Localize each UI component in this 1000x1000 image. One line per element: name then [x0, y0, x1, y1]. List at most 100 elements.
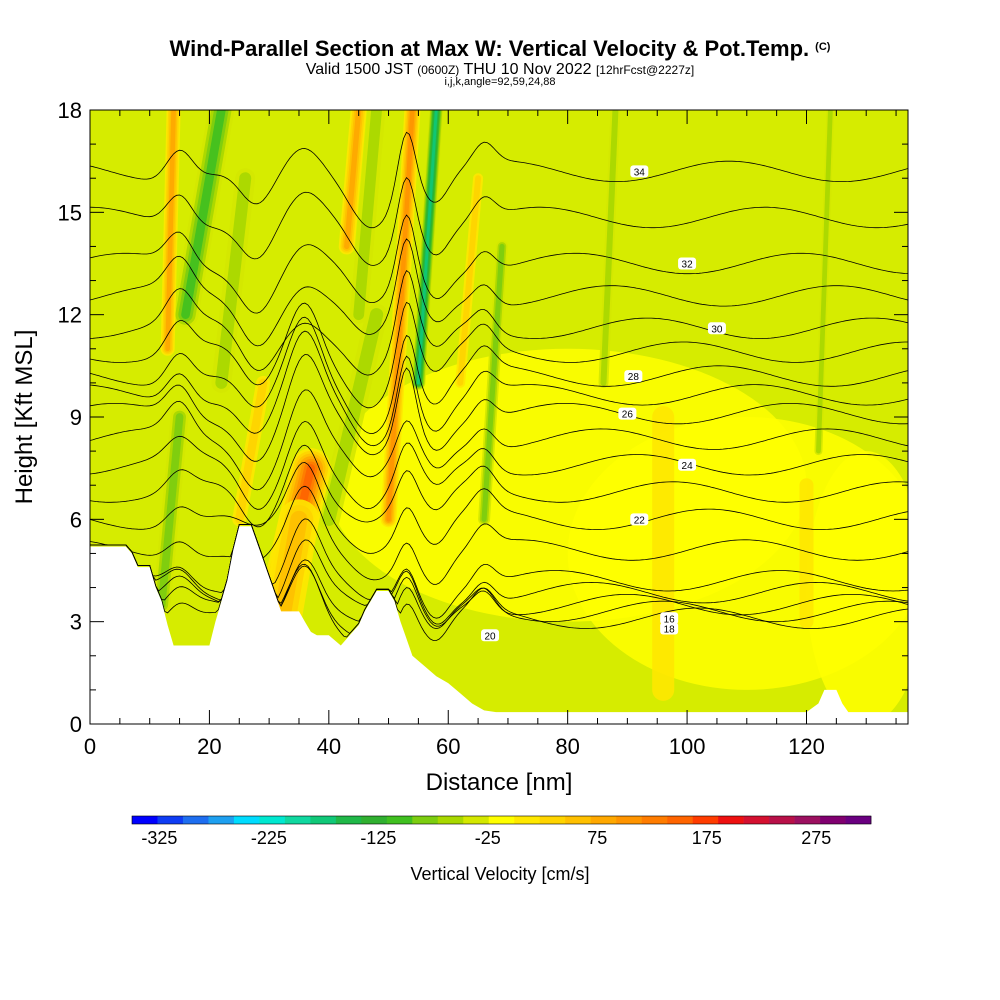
contour-label-text: 30: [711, 324, 723, 335]
y-tick-label: 9: [70, 405, 82, 430]
colorbar-swatch: [667, 816, 693, 824]
chart-title: Wind-Parallel Section at Max W: Vertical…: [169, 36, 831, 61]
x-tick-label: 0: [84, 734, 96, 759]
theta-contour-21: [90, 485, 908, 585]
theta-contour-26: [90, 354, 908, 462]
y-tick-label: 3: [70, 610, 82, 635]
contour-label-18: 18: [660, 622, 679, 635]
y-tick-label: 12: [58, 303, 82, 328]
colorbar-tick-label: -125: [360, 828, 396, 848]
theta-contour-25: [90, 389, 908, 491]
colorbar-swatch: [284, 816, 311, 824]
downdraft-band: [353, 110, 382, 321]
theta-contour-28: [90, 316, 908, 435]
colorbar-swatch: [820, 816, 846, 824]
x-tick-label: 120: [788, 734, 825, 759]
colorbar-swatch: [641, 816, 668, 824]
downdraft-band: [157, 413, 184, 609]
colorbar-swatch: [514, 816, 541, 824]
colorbar-swatch: [412, 816, 439, 824]
contour-label-text: 18: [664, 624, 676, 635]
colorbar-swatch: [335, 816, 362, 824]
contour-label-26: 26: [618, 407, 637, 421]
chart-indices: i,j,k,angle=92,59,24,88: [444, 76, 556, 88]
colorbar-swatch: [616, 816, 642, 824]
colorbar-swatch: [539, 816, 566, 824]
colorbar: -325 -225 -125 -25 75 175 275: [131, 815, 872, 848]
theta-contour-24: [90, 420, 908, 510]
x-tick-label: 40: [317, 734, 341, 759]
chart-subtitle: Valid 1500 JST (0600Z) THU 10 Nov 2022 […: [305, 61, 695, 78]
colorbar-swatch: [132, 816, 158, 824]
colorbar-swatch: [590, 816, 617, 824]
downdraft-band: [181, 110, 226, 319]
contour-label-34: 34: [630, 165, 649, 178]
x-tick-label: 80: [555, 734, 579, 759]
contour-label-text: 32: [682, 260, 694, 271]
copyright-mark: (C): [815, 41, 831, 53]
contour-label-24: 24: [678, 458, 697, 472]
downdraft-band: [481, 243, 505, 522]
contour-label-30: 30: [707, 322, 726, 335]
x-tick-label: 100: [669, 734, 706, 759]
colorbar-tick-label: -25: [475, 828, 501, 848]
colorbar-tick-label: 175: [692, 828, 722, 848]
contour-label-22: 22: [630, 513, 649, 526]
colorbar-swatch: [769, 816, 795, 824]
colorbar-swatch: [208, 816, 235, 824]
y-tick-label: 15: [58, 200, 82, 225]
colorbar-swatch: [259, 816, 286, 824]
colorbar-swatch: [182, 816, 209, 824]
contour-label-text: 28: [628, 372, 640, 383]
colorbar-swatch: [743, 816, 770, 824]
updraft-band: [457, 175, 482, 386]
contour-label-text: 16: [664, 614, 676, 625]
colorbar-swatch: [310, 816, 337, 824]
downdraft-band: [816, 110, 833, 454]
updraft-band: [235, 378, 268, 524]
y-axis-label: Height [Kft MSL]: [11, 330, 38, 505]
y-tick-label: 18: [58, 98, 82, 123]
colorbar-swatch: [565, 816, 591, 824]
colorbar-frame: [131, 815, 872, 825]
colorbar-swatch: [463, 816, 490, 824]
axes: 0 20 40 60 80 100 120 0 3 6 9 12 15 18: [58, 98, 908, 759]
colorbar-swatch: [794, 816, 821, 824]
updraft-band: [165, 110, 176, 352]
theta-contour-27: [90, 330, 908, 447]
colorbar-swatch: [233, 816, 260, 824]
colorbar-swatch: [437, 816, 464, 824]
contour-label-text: 22: [634, 515, 646, 526]
colorbar-swatch: [718, 816, 744, 824]
theta-contour-33: [90, 176, 908, 266]
updraft-band: [344, 110, 362, 250]
theta-contour-32: [90, 214, 908, 314]
colorbar-swatch: [157, 816, 184, 824]
theta-contour-23: [90, 444, 908, 528]
contour-label-32: 32: [678, 257, 697, 271]
colorbar-tick-label: -225: [251, 828, 287, 848]
theta-contour-34: [90, 131, 908, 229]
colorbar-swatch: [692, 816, 719, 824]
colorbar-swatch: [488, 816, 515, 824]
theta-contour-31: [90, 238, 908, 347]
theta-contour-20: [90, 518, 908, 619]
contour-label-28: 28: [624, 370, 643, 383]
y-tick-label: 0: [70, 712, 82, 737]
contour-label-text: 34: [634, 167, 646, 178]
downdraft-band: [600, 110, 619, 386]
contour-label-20: 20: [481, 629, 500, 642]
contour-label-16: 16: [660, 612, 679, 625]
theta-contour-22: [90, 462, 908, 554]
updraft-band: [272, 510, 308, 631]
theta-contour-29: [90, 301, 908, 409]
x-tick-label: 20: [197, 734, 221, 759]
contour-label-text: 26: [622, 410, 634, 421]
x-axis-label: Distance [nm]: [426, 769, 573, 796]
colorbar-title: Vertical Velocity [cm/s]: [410, 864, 589, 884]
weak-updraft-area: [806, 451, 908, 724]
y-tick-label: 6: [70, 507, 82, 532]
contour-label-text: 24: [682, 461, 694, 472]
